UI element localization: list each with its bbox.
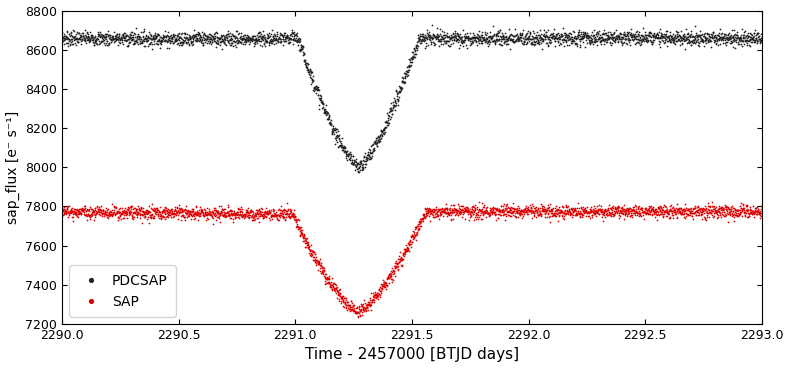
PDCSAP (744, 35, 753, 39)
PDCSAP (356, 158, 365, 163)
PDCSAP (427, 22, 436, 27)
PDCSAP (668, 40, 678, 45)
SAP (757, 204, 766, 208)
PDCSAP (353, 170, 363, 175)
PDCSAP (178, 41, 188, 45)
X-axis label: Time - 2457000 [BTJD days]: Time - 2457000 [BTJD days] (305, 347, 519, 362)
SAP (356, 301, 365, 306)
Legend: PDCSAP, SAP: PDCSAP, SAP (69, 265, 176, 317)
SAP (137, 213, 147, 217)
SAP (707, 199, 716, 204)
Line: SAP: SAP (61, 200, 764, 319)
SAP (744, 215, 753, 220)
SAP (326, 282, 335, 287)
SAP (178, 214, 188, 218)
Y-axis label: sap_flux [e⁻ s⁻¹]: sap_flux [e⁻ s⁻¹] (6, 111, 20, 224)
PDCSAP (137, 41, 147, 46)
PDCSAP (757, 35, 766, 40)
Line: PDCSAP: PDCSAP (61, 23, 764, 174)
SAP (58, 204, 67, 208)
SAP (668, 213, 678, 217)
PDCSAP (58, 30, 67, 34)
SAP (353, 315, 363, 319)
PDCSAP (326, 120, 335, 124)
